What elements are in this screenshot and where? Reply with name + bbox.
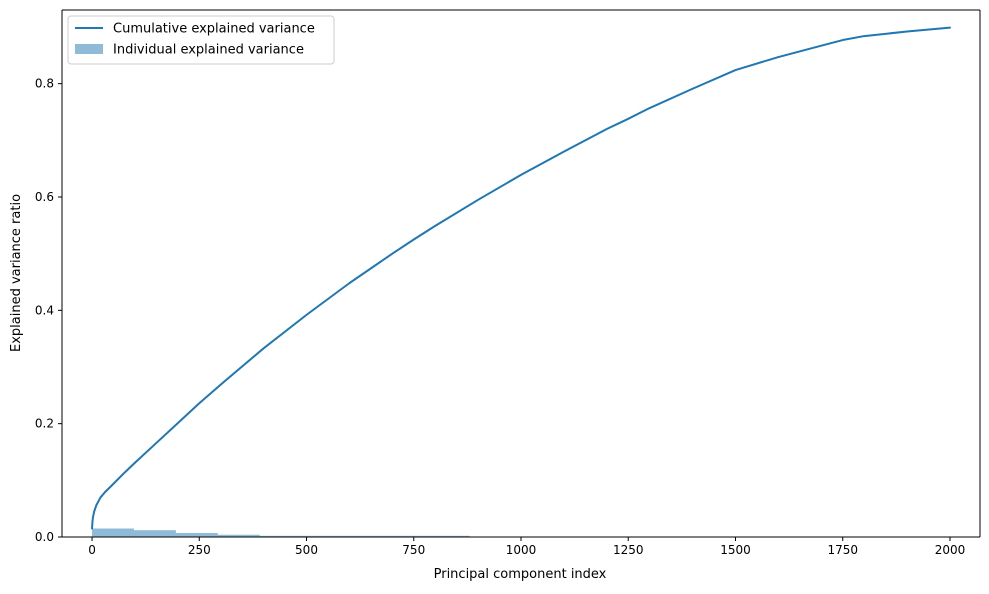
- x-tick-label: 1000: [506, 543, 537, 557]
- individual-variance-bar: [301, 535, 344, 537]
- legend-label: Individual explained variance: [113, 43, 304, 58]
- y-tick-label: 0.8: [35, 77, 54, 91]
- x-tick-label: 2000: [935, 543, 966, 557]
- individual-variance-bar: [343, 535, 386, 537]
- legend-bar-swatch: [75, 44, 103, 54]
- individual-variance-bar: [133, 530, 176, 537]
- y-tick-label: 0.4: [35, 303, 54, 317]
- x-tick-label: 750: [402, 543, 425, 557]
- individual-variance-bar: [217, 534, 260, 537]
- x-tick-label: 250: [188, 543, 211, 557]
- x-axis-label: Principal component index: [434, 567, 607, 582]
- y-tick-label: 0.0: [35, 530, 54, 544]
- x-tick-label: 1750: [827, 543, 858, 557]
- x-tick-label: 500: [295, 543, 318, 557]
- plot-area: [62, 10, 980, 537]
- y-axis-label: Explained variance ratio: [9, 194, 24, 352]
- individual-variance-bar: [259, 535, 302, 537]
- cumulative-variance-line: [91, 26, 951, 530]
- cumulative-variance-series: [91, 26, 951, 530]
- legend-box: [67, 15, 335, 65]
- tick-marks: 0 250 500 750 1000 1250 1500 1750 2000 0.0 0.2 0.4 0…: [35, 77, 965, 557]
- individual-variance-bar: [385, 535, 428, 537]
- y-tick-label: 0.2: [35, 417, 54, 431]
- x-tick-label: 1500: [720, 543, 751, 557]
- legend-label: Cumulative explained variance: [113, 22, 315, 37]
- individual-variance-bar: [175, 533, 218, 537]
- x-tick-label: 0: [88, 543, 96, 557]
- x-tick-label: 1250: [613, 543, 644, 557]
- individual-variance-bar: [427, 535, 470, 537]
- individual-variance-bars: [92, 528, 470, 537]
- legend: Cumulative explained variance Individual …: [67, 15, 335, 65]
- plot-background: [62, 10, 980, 537]
- y-tick-label: 0.6: [35, 190, 54, 204]
- individual-variance-bar: [92, 528, 134, 537]
